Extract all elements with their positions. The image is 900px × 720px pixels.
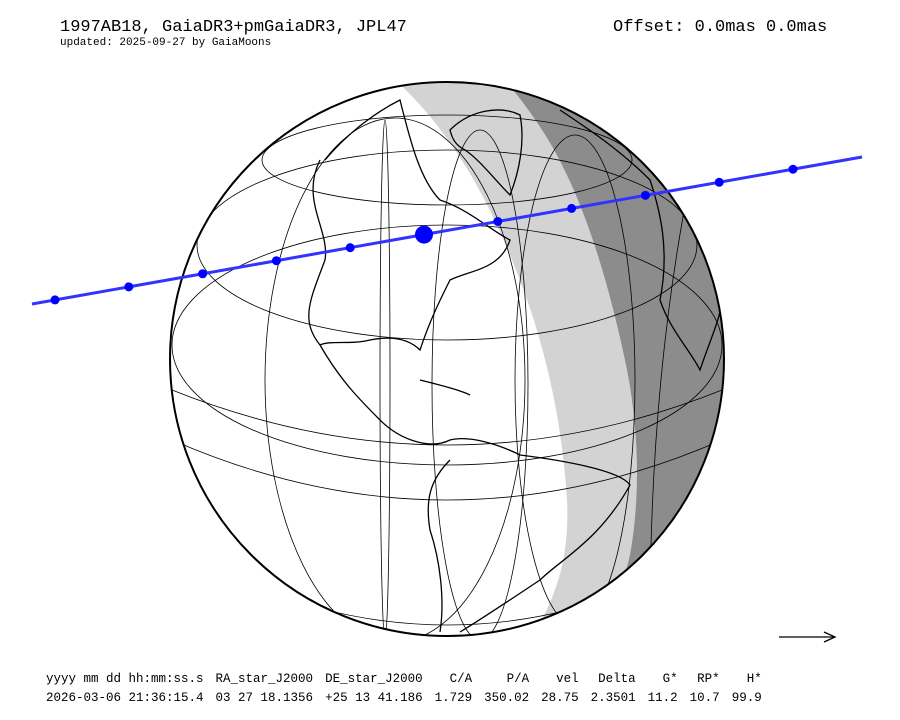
table-row: 2026-03-06 21:36:15.4 03 27 18.1356 +25 13… bbox=[40, 689, 768, 708]
table-header: RP* bbox=[697, 672, 720, 686]
time-marker bbox=[788, 164, 798, 174]
event-table: yyyy mm dd hh:mm:ss.s RA_star_J2000 DE_sta… bbox=[40, 670, 768, 708]
table-header-row: yyyy mm dd hh:mm:ss.s RA_star_J2000 DE_sta… bbox=[40, 670, 768, 689]
subtitle: updated: 2025-09-27 by GaiaMoons bbox=[60, 37, 272, 49]
time-marker bbox=[271, 256, 281, 266]
title: 1997AB18, GaiaDR3+pmGaiaDR3, JPL47 bbox=[60, 18, 407, 37]
time-marker bbox=[198, 269, 208, 279]
table-cell: +25 13 41.186 bbox=[325, 691, 423, 705]
table-header: G* bbox=[662, 672, 678, 686]
arrow-right-icon bbox=[779, 631, 837, 643]
table-cell: 11.2 bbox=[647, 691, 678, 705]
table-header: DE_star_J2000 bbox=[325, 672, 423, 686]
table-cell: 2026-03-06 21:36:15.4 bbox=[46, 691, 204, 705]
table-header: RA_star_J2000 bbox=[215, 672, 314, 686]
graticule bbox=[171, 114, 723, 636]
table-cell: 350.02 bbox=[484, 691, 530, 705]
table-cell: 10.7 bbox=[689, 691, 720, 705]
table-cell: 03 27 18.1356 bbox=[215, 691, 314, 705]
coastlines bbox=[308, 99, 723, 633]
table-cell: 1.729 bbox=[434, 691, 473, 705]
table-header: H* bbox=[746, 672, 762, 686]
time-marker bbox=[714, 177, 724, 187]
time-marker bbox=[50, 295, 60, 305]
table-header: vel bbox=[556, 672, 579, 686]
time-marker bbox=[493, 217, 503, 227]
time-marker bbox=[567, 203, 577, 213]
table-header: C/A bbox=[449, 672, 473, 686]
central-event-marker bbox=[415, 225, 433, 244]
table-header: P/A bbox=[506, 672, 530, 686]
time-marker bbox=[124, 282, 134, 292]
table-cell: 99.9 bbox=[731, 691, 762, 705]
table-header: Delta bbox=[598, 672, 636, 686]
table-cell: 28.75 bbox=[541, 691, 579, 705]
time-marker bbox=[345, 243, 355, 253]
table-cell: 2.3501 bbox=[590, 691, 636, 705]
globe-limb bbox=[169, 81, 725, 637]
path-line bbox=[31, 155, 863, 306]
occultation-path bbox=[31, 155, 863, 306]
table-header: yyyy mm dd hh:mm:ss.s bbox=[46, 672, 204, 686]
time-marker bbox=[640, 190, 650, 200]
offset-readout: Offset: 0.0mas 0.0mas bbox=[613, 18, 828, 37]
